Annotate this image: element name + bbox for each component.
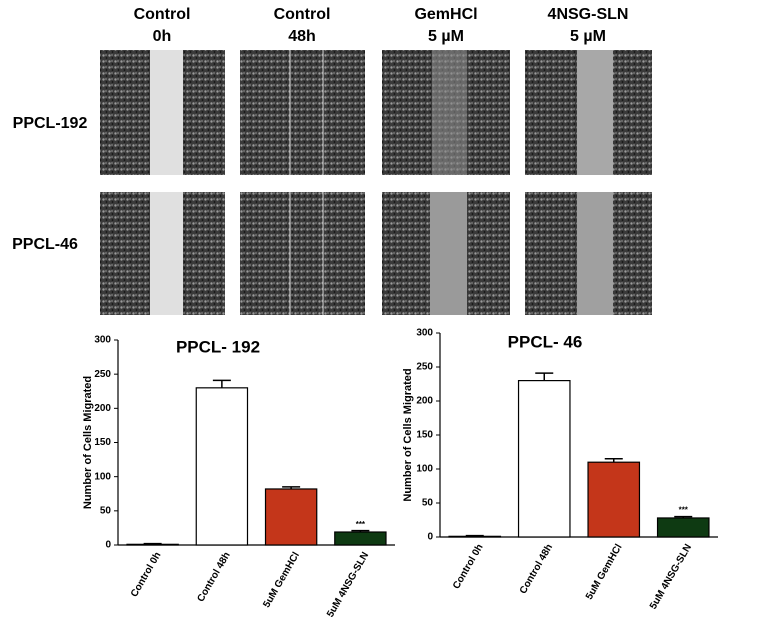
- bar: [334, 531, 387, 546]
- micrograph: [240, 50, 365, 175]
- wound-gap: [577, 50, 613, 175]
- x-tick-label: Control 48h: [195, 550, 232, 604]
- bar: [264, 488, 318, 546]
- y-tick-label: 250: [94, 369, 111, 380]
- error-bar: [143, 542, 162, 545]
- error-bar: [351, 529, 370, 533]
- wound-gap: [432, 50, 467, 175]
- y-tick-label: 200: [94, 403, 111, 414]
- y-tick-label: 100: [416, 464, 433, 475]
- column-header: Control: [274, 6, 331, 23]
- y-axis-label: Number of Cells Migrated: [82, 376, 94, 509]
- bar: [126, 543, 179, 546]
- y-tick-label: 0: [427, 532, 433, 543]
- column-header: 0h: [153, 28, 172, 45]
- error-bar: [604, 458, 623, 463]
- error-bar: [282, 486, 301, 489]
- y-tick-label: 300: [94, 335, 111, 346]
- wound-gap: [150, 50, 183, 175]
- annotation: ***: [679, 506, 689, 515]
- y-tick-label: 300: [416, 328, 433, 339]
- y-tick-label: 250: [416, 362, 433, 373]
- x-tick-label: 5uM 4NSG-SLN: [325, 550, 371, 619]
- error-bar: [535, 372, 554, 381]
- column-header: GemHCl: [414, 6, 477, 23]
- wound-gap: [150, 192, 183, 315]
- row-label: PPCL-192: [13, 115, 88, 132]
- column-header: 4NSG-SLN: [548, 6, 629, 23]
- x-tick-label: Control 0h: [129, 550, 164, 599]
- column-header: 5 µM: [428, 28, 464, 45]
- x-tick-label: Control 0h: [451, 542, 486, 591]
- bar: [587, 461, 641, 538]
- x-tick-label: 5uM GemHCl: [584, 542, 625, 602]
- y-tick-label: 200: [416, 396, 433, 407]
- bar: [448, 535, 502, 538]
- error-bar: [674, 515, 693, 518]
- row-label: PPCL-46: [12, 236, 78, 253]
- annotation: ***: [356, 520, 366, 529]
- micrograph: [240, 192, 365, 315]
- micrographs: [100, 50, 652, 315]
- error-bar: [465, 534, 484, 537]
- chart-title: PPCL- 46: [508, 332, 583, 351]
- bar: [195, 387, 249, 546]
- column-header: Control: [134, 6, 191, 23]
- y-tick-label: 50: [422, 498, 434, 509]
- y-axis-label: Number of Cells Migrated: [402, 368, 414, 501]
- y-tick-label: 50: [100, 505, 112, 516]
- y-tick-label: 0: [105, 540, 111, 551]
- bar: [656, 517, 710, 538]
- column-header: 5 µM: [570, 28, 606, 45]
- x-tick-label: 5uM 4NSG-SLN: [648, 542, 694, 611]
- chart-title: PPCL- 192: [176, 337, 260, 356]
- wound-gap: [430, 192, 467, 315]
- bar: [517, 380, 571, 538]
- y-tick-label: 150: [94, 437, 111, 448]
- wound-gap: [577, 192, 613, 315]
- error-bar: [212, 379, 231, 388]
- y-tick-label: 150: [416, 430, 433, 441]
- x-tick-label: 5uM GemHCl: [261, 550, 302, 610]
- x-tick-label: Control 48h: [518, 542, 555, 596]
- column-header: 48h: [288, 28, 316, 45]
- y-tick-label: 100: [94, 471, 111, 482]
